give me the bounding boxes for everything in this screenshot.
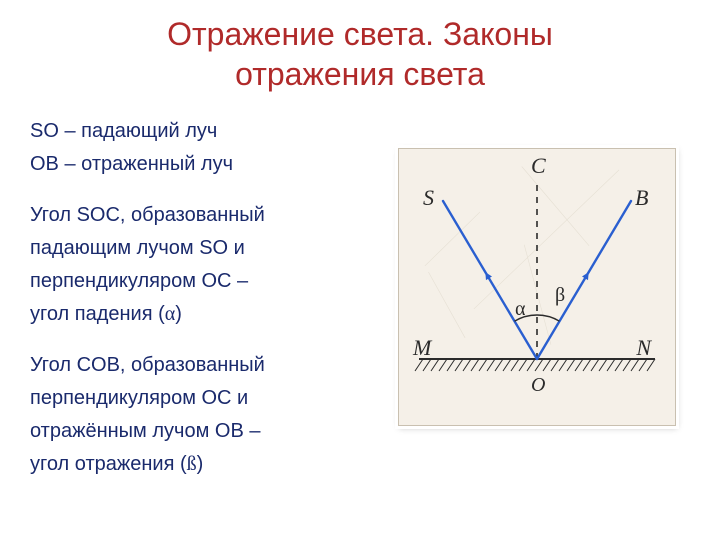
para-alpha-4-prefix: угол падения ( (30, 303, 165, 325)
para-beta-1: Угол COB, образованный (30, 352, 360, 379)
slide: Отражение света. Законы отражения света … (0, 0, 720, 540)
para-alpha-4-suffix: ) (175, 303, 182, 325)
para-alpha-2: падающим лучом SO и (30, 235, 360, 262)
line-ob: OB – отраженный луч (30, 151, 360, 178)
alpha-symbol: α (165, 303, 175, 325)
title-line-2: отражения света (235, 56, 485, 92)
para-alpha-4: угол падения (α) (30, 301, 360, 328)
svg-text:C: C (531, 153, 546, 178)
svg-text:O: O (531, 374, 545, 396)
line-so-text: SO – падающий луч (30, 120, 217, 142)
slide-title: Отражение света. Законы отражения света (0, 14, 720, 94)
svg-text:α: α (515, 298, 526, 320)
para-beta-2: перпендикуляром OC и (30, 385, 360, 412)
para-alpha-1: Угол SOC, образованный (30, 202, 360, 229)
para-beta-4: угол отражения (ß) (30, 451, 360, 478)
beta-symbol: ß (187, 453, 197, 475)
line-ob-text: OB – отраженный луч (30, 153, 233, 175)
svg-text:S: S (423, 185, 434, 210)
paragraph-gap-1 (30, 184, 360, 202)
line-so: SO – падающий луч (30, 118, 360, 145)
para-alpha-3: перпендикуляром OC – (30, 268, 360, 295)
svg-text:N: N (635, 335, 652, 360)
svg-text:B: B (635, 185, 648, 210)
svg-text:M: M (412, 335, 433, 360)
paragraph-gap-2 (30, 334, 360, 352)
title-line-1: Отражение света. Законы (167, 16, 553, 52)
para-beta-4-suffix: ) (197, 453, 204, 475)
reflection-diagram: C S B M N Oα β (398, 148, 676, 426)
svg-text:β: β (555, 284, 565, 306)
body-text-column: SO – падающий луч OB – отраженный луч Уг… (30, 118, 360, 484)
para-beta-4-prefix: угол отражения ( (30, 453, 187, 475)
para-beta-3: отражённым лучом OB – (30, 418, 360, 445)
